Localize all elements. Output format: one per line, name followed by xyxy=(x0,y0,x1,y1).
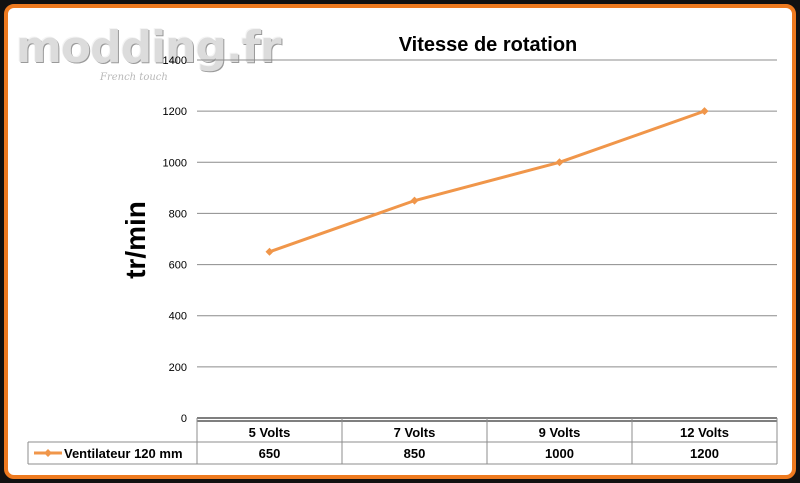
y-tick-label-1000: 1000 xyxy=(163,157,187,169)
y-tick-label-200: 200 xyxy=(169,362,187,374)
y-tick-label-1400: 1400 xyxy=(163,55,187,67)
watermark-tagline: French touch xyxy=(100,72,168,83)
x-tick-label-1: 7 Volts xyxy=(394,425,436,440)
table-value-2: 1000 xyxy=(545,446,574,461)
legend-series-name: Ventilateur 120 mm xyxy=(64,446,183,461)
chart-panel: modding.fr French touch Vitesse de rotat… xyxy=(4,4,796,479)
table-value-1: 850 xyxy=(404,446,426,461)
series-line-ventilateur xyxy=(269,109,705,254)
legend-marker-key xyxy=(44,449,52,457)
data-point-1 xyxy=(410,196,419,205)
y-tick-label-800: 800 xyxy=(169,208,187,220)
y-tick-label-0: 0 xyxy=(181,413,187,425)
data-point-2 xyxy=(555,158,564,167)
x-tick-label-3: 12 Volts xyxy=(680,425,729,440)
y-tick-label-600: 600 xyxy=(169,260,187,272)
watermark-logo: modding.fr xyxy=(16,22,282,73)
line-chart: 0 200 400 600 800 1000 1200 1400 5 Volts 650 7 Vol… xyxy=(27,55,778,465)
data-point-3 xyxy=(700,107,709,116)
chart-title: Vitesse de rotation xyxy=(398,34,578,56)
data-point-0 xyxy=(265,247,274,256)
y-tick-label-400: 400 xyxy=(169,311,187,323)
x-tick-label-2: 9 Volts xyxy=(539,425,581,440)
table-value-0: 650 xyxy=(259,446,281,461)
x-tick-label-0: 5 Volts xyxy=(249,425,291,440)
y-tick-label-1200: 1200 xyxy=(163,106,187,118)
table-value-3: 1200 xyxy=(690,446,719,461)
